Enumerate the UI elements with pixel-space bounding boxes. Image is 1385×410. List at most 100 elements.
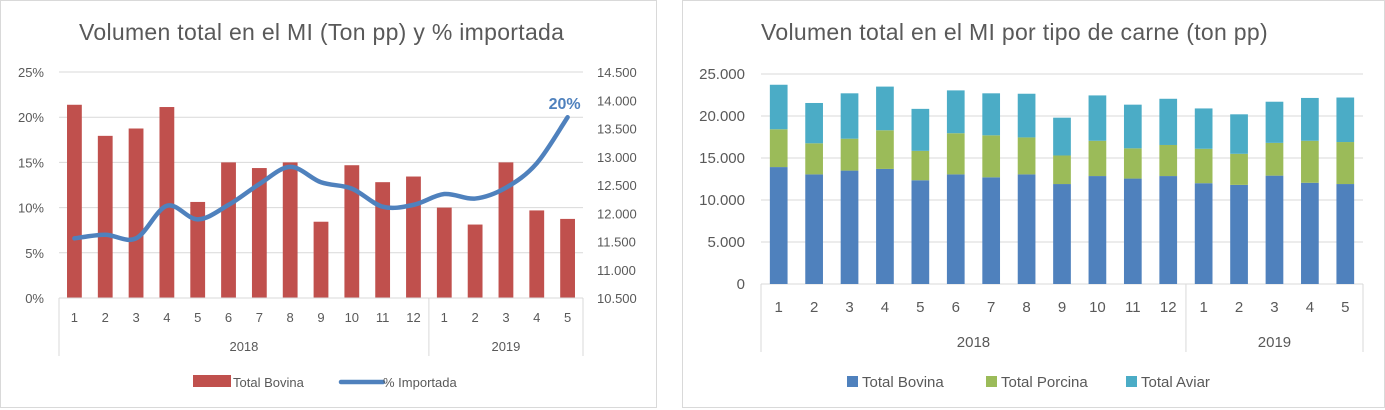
bar-total-bovina (1265, 175, 1284, 284)
bar-total-bovina (1336, 184, 1355, 284)
x-tick-label: 2 (102, 310, 109, 325)
chart-panel-left: Volumen total en el MI (Ton pp) y % impo… (0, 0, 657, 408)
bar-total-bovina (498, 162, 514, 298)
bar-total-bovina (1301, 182, 1319, 284)
bar-total-bovina (1230, 184, 1248, 284)
y-right-tick-label: 11.500 (597, 235, 636, 250)
bar-total-aviar (1123, 104, 1142, 149)
x-tick-label: 6 (952, 299, 960, 316)
bar-total-porcina (876, 130, 894, 169)
legend-label: % Importada (383, 375, 457, 390)
bar-total-bovina (344, 165, 360, 298)
bar-total-bovina (982, 177, 1001, 284)
bar-total-aviar (1336, 97, 1355, 143)
chart-left-plot: 0% 5% 10% 15% 20% 25% 10.500 11.000 11.500 12.000… (18, 65, 637, 390)
bar-total-bovina (406, 176, 421, 298)
x-tick-label: 3 (845, 299, 853, 316)
y-tick-label: 10.000 (699, 192, 745, 209)
bar-total-aviar (1230, 114, 1248, 154)
bar-total-porcina (840, 138, 859, 171)
bar-total-porcina (805, 143, 823, 175)
y-left-tick-label: 0% (25, 291, 44, 306)
x-tick-label: 12 (1160, 299, 1177, 316)
bar-total-porcina (1123, 148, 1142, 179)
x-tick-label: 5 (564, 310, 571, 325)
x-tick-label: 11 (1125, 299, 1141, 316)
y-right-tick-label: 12.000 (597, 206, 637, 221)
x-tick-label: 4 (881, 299, 889, 316)
bar-total-bovina (159, 107, 175, 298)
bar-total-porcina (982, 135, 1001, 178)
bar-total-aviar (769, 84, 788, 130)
bar-total-bovina (375, 182, 391, 298)
y-right-tick-label: 10.500 (597, 291, 637, 306)
bar-total-bovina (1159, 176, 1178, 284)
y-right-tick-label: 12.500 (597, 178, 637, 193)
bar-total-porcina (1336, 142, 1355, 185)
y-right-tick-label: 14.500 (597, 65, 637, 80)
bar-total-bovina (67, 104, 82, 299)
bar-total-aviar (840, 93, 859, 139)
line-importada (72, 114, 570, 243)
bar-total-aviar (1265, 101, 1284, 143)
bar-total-bovina (1017, 174, 1036, 284)
x-tick-label: 5 (1341, 299, 1349, 316)
x-tick-label: 3 (1270, 299, 1278, 316)
bar-total-porcina (1159, 144, 1178, 177)
bar-total-porcina (1301, 140, 1319, 183)
x-tick-label: 2 (472, 310, 479, 325)
x-tick-label: 4 (163, 310, 170, 325)
bar-total-porcina (1053, 155, 1071, 185)
chart-title-left: Volumen total en el MI (Ton pp) y % impo… (79, 19, 565, 45)
y-tick-label: 5.000 (707, 234, 745, 251)
legend-swatch (1126, 376, 1137, 387)
bar-total-bovina (876, 168, 894, 284)
x-tick-label: 3 (502, 310, 509, 325)
x-tick-label: 7 (256, 310, 263, 325)
x-tick-label: 1 (441, 310, 448, 325)
x-tick-label: 2 (1235, 299, 1243, 316)
x-tick-label: 4 (1306, 299, 1314, 316)
bar-total-porcina (1017, 137, 1036, 175)
bar-total-aviar (1159, 98, 1178, 145)
bar-total-porcina (769, 129, 788, 168)
x-tick-label: 9 (1058, 299, 1066, 316)
bar-total-aviar (1194, 108, 1213, 149)
y-right-tick-label: 13.500 (597, 122, 637, 137)
legend-label: Total Aviar (1141, 374, 1210, 391)
bar-total-porcina (1265, 142, 1284, 176)
x-tick-label: 2 (810, 299, 818, 316)
x-tick-label: 10 (1089, 299, 1106, 316)
x-tick-label: 4 (533, 310, 540, 325)
bar-total-bovina (97, 135, 113, 298)
bar-total-aviar (805, 102, 823, 144)
legend-label: Total Bovina (862, 374, 944, 391)
bar-total-bovina (805, 174, 823, 284)
bar-total-aviar (1017, 93, 1036, 138)
bar-total-bovina (313, 221, 329, 298)
y-tick-label: 0 (737, 276, 745, 293)
bar-total-porcina (1230, 153, 1248, 185)
bar-total-porcina (1194, 148, 1213, 184)
x-tick-label: 6 (225, 310, 232, 325)
y-tick-label: 15.000 (699, 150, 745, 167)
legend-label: Total Bovina (233, 375, 305, 390)
bar-total-aviar (1301, 97, 1319, 141)
bar-total-bovina (436, 207, 452, 298)
bar-total-bovina (1123, 178, 1142, 284)
x-group-label: 2019 (491, 339, 520, 354)
y-right-tick-label: 11.000 (597, 263, 636, 278)
bar-total-bovina (467, 224, 483, 298)
bar-total-bovina (769, 167, 788, 284)
bar-total-aviar (1053, 117, 1071, 156)
bar-total-bovina (946, 174, 965, 284)
x-tick-label: 9 (317, 310, 324, 325)
bar-total-bovina (128, 128, 144, 298)
y-left-tick-label: 15% (18, 155, 44, 170)
bar-total-bovina (282, 162, 298, 298)
x-group-label: 2018 (229, 339, 258, 354)
legend-swatch-bovina (193, 375, 231, 387)
bar-total-bovina (221, 162, 236, 298)
bar-total-aviar (876, 86, 894, 131)
bar-total-bovina (251, 168, 267, 298)
